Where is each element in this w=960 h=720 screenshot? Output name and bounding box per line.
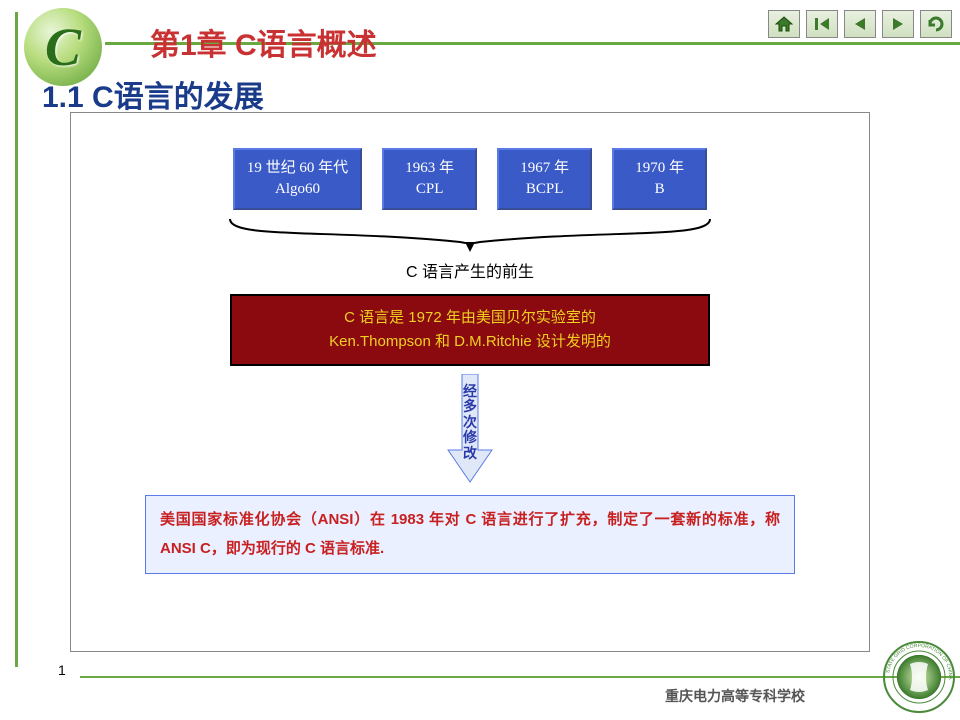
pregen-label: C 语言产生的前生	[91, 258, 849, 282]
left-accent-line	[15, 12, 18, 667]
timeline-box: 1967 年 BCPL	[497, 148, 592, 210]
corporation-logo: STATE GRID CORPORATION OF CHINA	[882, 640, 956, 714]
invention-line1: C 语言是 1972 年由美国贝尔实验室的	[240, 306, 700, 330]
curly-brace-icon	[210, 214, 730, 254]
ansi-prefix: 美国国家标准化协会（	[160, 511, 318, 528]
next-button[interactable]	[882, 10, 914, 38]
timeline-row: 19 世纪 60 年代 Algo60 1963 年 CPL 1967 年 BCP…	[91, 148, 849, 210]
invention-line2: Ken.Thompson 和 D.M.Ritchie 设计发明的	[240, 330, 700, 354]
ansi-box: 美国国家标准化协会（ANSI）在 1983 年对 C 语言进行了扩充，制定了一套…	[145, 495, 795, 574]
first-button[interactable]	[806, 10, 838, 38]
ansi-term1: ANSI	[318, 511, 354, 528]
chapter-title: 第1章 C语言概述	[150, 20, 377, 64]
prev-button[interactable]	[844, 10, 876, 38]
timeline-box-line1: 1967 年	[511, 158, 578, 179]
timeline-box-line2: CPL	[396, 179, 463, 200]
bottom-accent-line	[80, 676, 960, 678]
timeline-box-line2: Algo60	[247, 179, 348, 200]
ansi-term2: ANSI C	[160, 540, 211, 557]
nav-toolbar	[768, 10, 952, 38]
course-logo-letter: C	[45, 16, 81, 78]
timeline-box: 19 世纪 60 年代 Algo60	[233, 148, 362, 210]
timeline-box-line1: 1970 年	[626, 158, 693, 179]
ansi-mid2: ，即为现行的 C 语言标准.	[211, 540, 384, 557]
timeline-box-line1: 19 世纪 60 年代	[247, 158, 348, 179]
home-button[interactable]	[768, 10, 800, 38]
undo-button[interactable]	[920, 10, 952, 38]
content-panel: 19 世纪 60 年代 Algo60 1963 年 CPL 1967 年 BCP…	[70, 112, 870, 652]
footer-org: 重庆电力高等专科学校	[665, 686, 805, 706]
section-title: 1.1 C语言的发展	[42, 72, 264, 116]
timeline-box: 1963 年 CPL	[382, 148, 477, 210]
timeline-box: 1970 年 B	[612, 148, 707, 210]
timeline-box-line2: BCPL	[511, 179, 578, 200]
invention-box: C 语言是 1972 年由美国贝尔实验室的 Ken.Thompson 和 D.M…	[230, 294, 710, 366]
page-number: 1	[58, 662, 66, 678]
arrow-label: 经 多 次 修 改	[463, 384, 477, 461]
ansi-mid1: ）在 1983 年对 C 语言进行了扩充，制定了一套新的标准，称	[353, 511, 780, 528]
down-arrow: 经 多 次 修 改	[440, 374, 500, 489]
timeline-box-line1: 1963 年	[396, 158, 463, 179]
timeline-box-line2: B	[626, 179, 693, 200]
